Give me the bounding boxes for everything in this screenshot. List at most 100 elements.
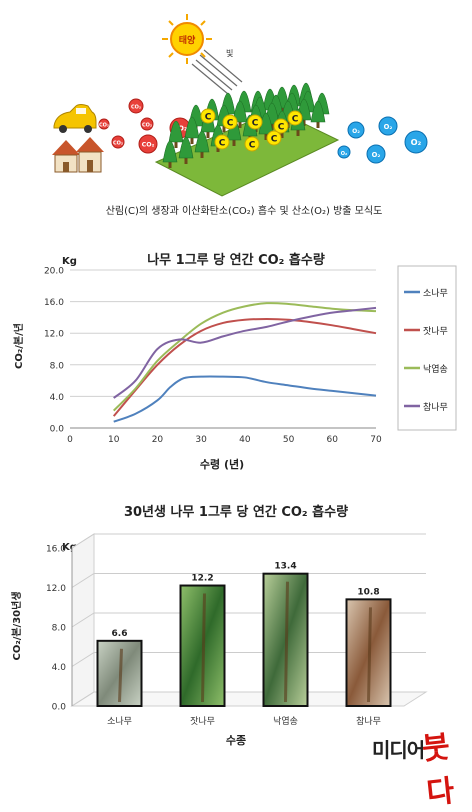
co2-bubble [140,117,154,131]
gridline [71,612,426,628]
category-label: 잣나무 [190,716,215,727]
o2-bubble [378,116,398,136]
sun-icon: 태양 [162,14,212,64]
co2-bubble-label: CO₂ [142,123,152,129]
diagram-caption: 산림(C)의 생장과 이산화탄소(CO₂) 흡수 및 산소(O₂) 방출 모식도 [106,204,383,217]
x-tick-label: 70 [370,435,382,445]
y-tick-label: 4.0 [52,663,67,673]
carbon-dot [273,118,289,134]
co2-bubble-label: CO₂ [131,105,141,111]
bar-chart-xlabel: 수종 [226,734,246,747]
bar [345,598,392,707]
y-tick-label: 0.0 [52,703,67,713]
co2-bubbles: CO₂CO₂CO₂CO₂CO₂CO₂ [98,98,191,154]
bar-value-label: 12.2 [191,574,213,584]
line-chart-unit: Kg [62,256,77,267]
o2-bubble [366,144,386,164]
carbon-dot [247,114,263,130]
co2-bubble-label: CO₂ [113,141,123,147]
o2-bubbles: O₂ O₂ O₂ O₂ O₂ [337,116,428,164]
o2-bubble-label: O₂ [341,151,347,157]
carbon-dot [287,110,303,126]
x-tick-label: 50 [283,435,295,445]
line-chart-xlabel: 수령 (년) [200,457,244,471]
series-line-4 [113,306,377,399]
legend-label: 잣나무 [423,326,448,337]
bar-chart-title: 30년생 나무 1그루 당 연간 CO₂ 흡수량 [124,504,348,520]
y-tick-label: 4.0 [50,393,65,403]
o2-bubble-label: O₂ [372,151,381,159]
house-icon [52,137,104,173]
light-label: 빛 [226,48,233,58]
series-line-2 [112,317,377,417]
o2-bubble-label: O₂ [384,123,393,131]
legend-label: 낙엽송 [423,364,448,375]
co2-bubble [138,134,158,154]
gridline [71,691,426,707]
bar-value-label: 10.8 [357,587,379,597]
x-tick-label: 60 [327,435,339,445]
carbon-label: C [278,123,285,133]
x-tick-label: 20 [152,435,164,445]
co2-bubble-label: CO₂ [142,142,155,149]
tree-trunk [168,160,172,168]
tree-trunk [222,124,226,132]
carbon-label: C [227,119,234,129]
co2-bubble [128,98,144,114]
gridline [71,652,426,667]
tree-trunk [238,120,242,128]
co2-bubble-label: CO₂ [99,123,109,129]
tree-icon [162,140,178,163]
y-tick-label: 20.0 [44,267,64,277]
bar-value-label: 6.6 [112,629,128,639]
tree-trunk [316,120,320,128]
bar-chart-unit: Kg [62,542,77,553]
forest-icon: CC C CCC CC [154,82,340,197]
y-tick-label: 8.0 [50,361,65,371]
tree-trunk [296,128,300,136]
carbon-dot [200,108,216,124]
co2-bubble [111,135,125,149]
category-label: 소나무 [107,716,132,727]
tree-icon [310,100,326,123]
line-chart-ylabel: CO₂/본/년 [12,323,25,369]
tree-icon [194,130,210,153]
line-chart-legend [397,265,457,431]
x-tick-label: 40 [239,435,251,445]
media-logo: 미디어 붓다 [372,722,472,811]
tree-trunk [280,130,284,138]
y-tick-label: 16.0 [44,298,64,308]
tree-trunk [200,150,204,158]
tree-trunk [206,130,210,138]
o2-bubble-label: O₂ [352,128,360,135]
y-tick-label: 0.0 [50,425,65,435]
category-label: 참나무 [356,716,381,727]
bar-chart-ylabel: CO₂/본/30년생 [10,591,23,660]
gridline [71,573,426,588]
o2-bubble [347,121,365,139]
tree-trunk [184,156,188,164]
carbon-label: C [205,113,212,123]
tree-trunk [232,138,236,146]
bar-value-label: 13.4 [274,562,296,572]
x-tick-label: 0 [67,435,73,445]
tree-trunk [270,122,274,130]
line-chart-title: 나무 1그루 당 연간 CO₂ 흡수량 [147,252,325,268]
tree-trunk [264,132,268,140]
carbon-label: C [292,115,299,125]
carbon-label: C [271,135,278,145]
y-tick-label: 16.0 [46,545,66,555]
o2-bubble [337,145,351,159]
carbon-dot [244,136,260,152]
o2-bubble-label: O₂ [411,137,422,147]
tree-icon [178,136,194,159]
carbon-dot [222,114,238,130]
x-tick-label: 30 [195,435,207,445]
bar [96,639,143,707]
category-label: 낙엽송 [273,716,298,727]
carbon-dot [266,130,282,146]
bar-chart: 30년생 나무 1그루 당 연간 CO₂ 흡수량 Kg CO₂/본/30년생 수… [10,504,428,747]
carbon-label: C [249,141,256,151]
bar [179,584,226,707]
tree-trunk [190,136,194,144]
